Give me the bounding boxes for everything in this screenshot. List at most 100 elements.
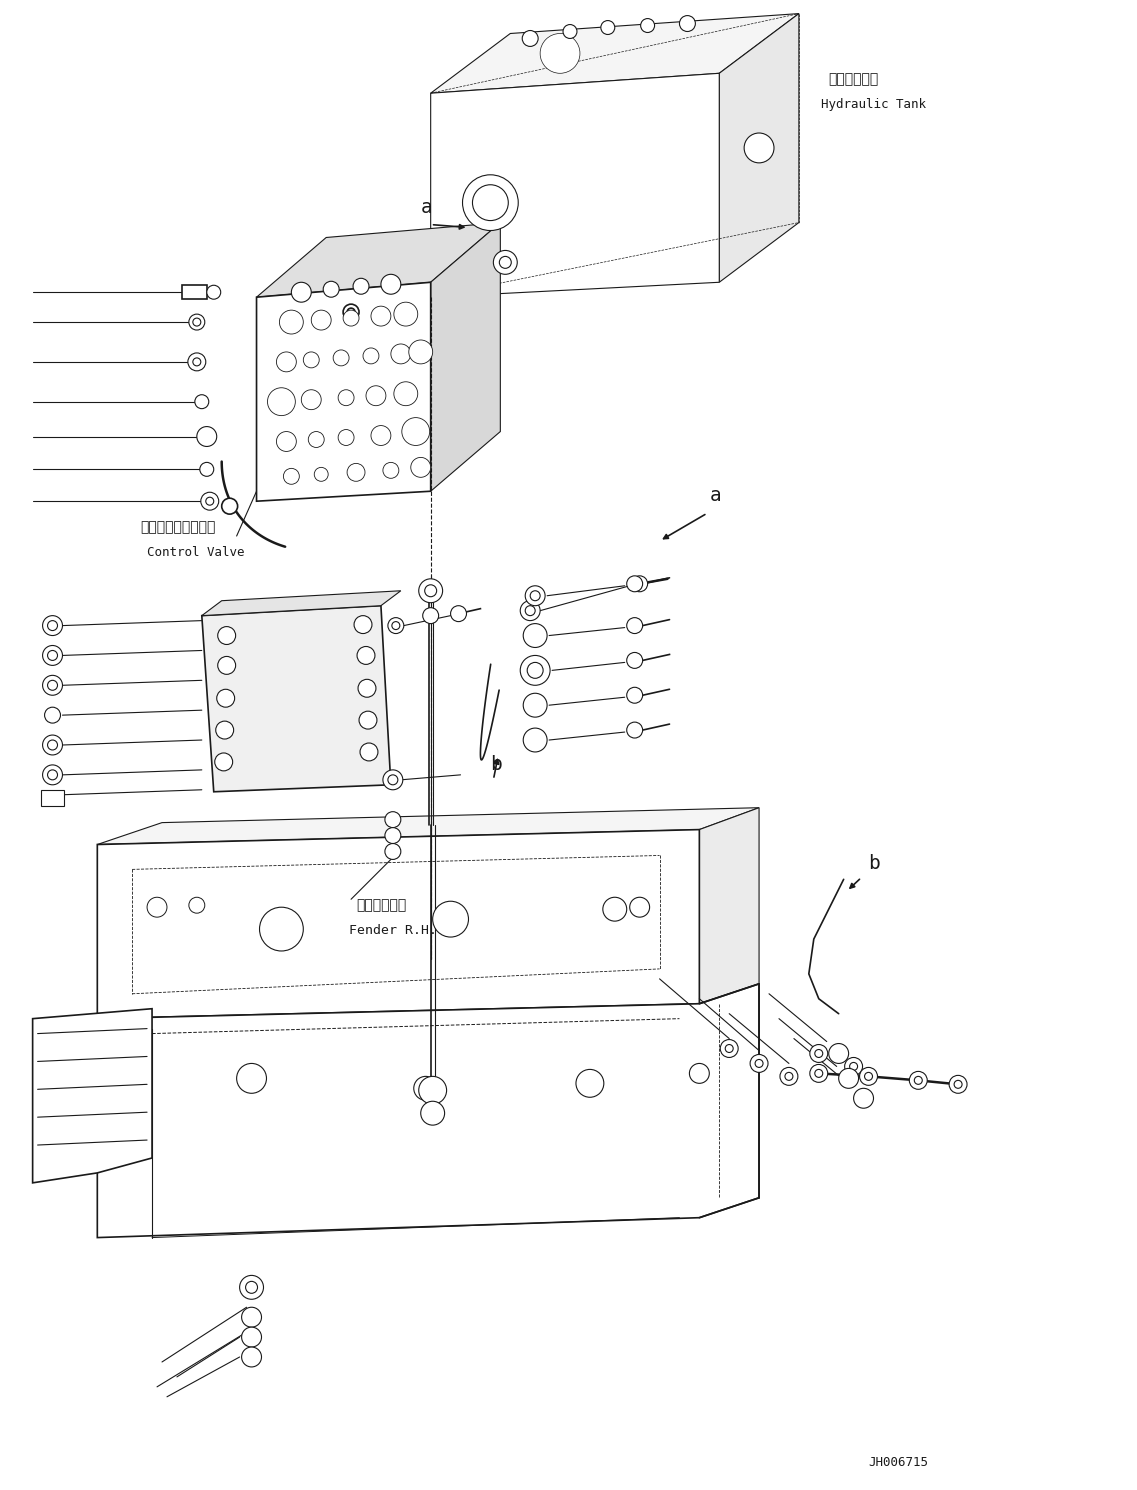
- Text: Hydraulic Tank: Hydraulic Tank: [821, 98, 926, 112]
- Circle shape: [343, 310, 359, 326]
- Circle shape: [393, 381, 417, 405]
- Circle shape: [304, 352, 319, 368]
- Circle shape: [359, 711, 377, 729]
- Circle shape: [44, 708, 60, 723]
- Circle shape: [780, 1067, 798, 1085]
- Circle shape: [600, 21, 615, 34]
- Polygon shape: [431, 13, 799, 94]
- Circle shape: [640, 18, 655, 33]
- Circle shape: [246, 1281, 257, 1293]
- Circle shape: [276, 352, 297, 372]
- Circle shape: [241, 1328, 262, 1347]
- Circle shape: [401, 417, 430, 446]
- Polygon shape: [257, 282, 431, 501]
- Polygon shape: [98, 983, 760, 1238]
- Circle shape: [603, 897, 626, 921]
- Circle shape: [414, 1076, 438, 1100]
- Circle shape: [385, 843, 401, 860]
- Circle shape: [42, 615, 63, 636]
- Circle shape: [333, 350, 349, 367]
- Circle shape: [371, 305, 391, 326]
- Circle shape: [194, 395, 209, 408]
- Circle shape: [910, 1071, 928, 1089]
- Circle shape: [388, 775, 398, 785]
- Circle shape: [217, 657, 235, 675]
- Circle shape: [839, 1068, 858, 1088]
- Circle shape: [393, 302, 417, 326]
- Circle shape: [308, 432, 324, 447]
- Circle shape: [525, 586, 545, 605]
- Circle shape: [630, 897, 649, 918]
- Circle shape: [338, 390, 354, 405]
- Circle shape: [499, 256, 512, 268]
- Circle shape: [391, 344, 410, 364]
- Circle shape: [949, 1076, 968, 1094]
- Circle shape: [217, 690, 234, 708]
- Circle shape: [720, 1040, 738, 1058]
- Circle shape: [626, 618, 642, 633]
- Circle shape: [323, 282, 339, 297]
- Text: b: b: [869, 854, 880, 873]
- Circle shape: [354, 615, 372, 633]
- Circle shape: [626, 653, 642, 669]
- Circle shape: [854, 1088, 873, 1109]
- Circle shape: [216, 721, 233, 739]
- Circle shape: [421, 1101, 445, 1125]
- Circle shape: [366, 386, 385, 405]
- Polygon shape: [431, 222, 500, 492]
- Circle shape: [48, 741, 58, 749]
- Text: JH006715: JH006715: [869, 1456, 929, 1469]
- Circle shape: [207, 285, 221, 299]
- Text: a: a: [709, 486, 721, 505]
- Text: コントロールバルブ: コントロールバルブ: [140, 520, 216, 533]
- Circle shape: [197, 426, 217, 447]
- Circle shape: [301, 390, 322, 410]
- Circle shape: [201, 492, 218, 510]
- Circle shape: [810, 1044, 828, 1062]
- Circle shape: [222, 498, 238, 514]
- Circle shape: [42, 645, 63, 666]
- Text: フェンダ　右: フェンダ 右: [356, 898, 406, 912]
- Circle shape: [276, 432, 297, 451]
- Text: Fender R.H.: Fender R.H.: [349, 924, 437, 937]
- Circle shape: [283, 468, 299, 484]
- Circle shape: [215, 752, 233, 770]
- Circle shape: [425, 584, 437, 596]
- Circle shape: [42, 735, 63, 755]
- Polygon shape: [33, 1009, 152, 1183]
- Polygon shape: [257, 222, 500, 297]
- Circle shape: [189, 897, 205, 913]
- Circle shape: [418, 578, 442, 602]
- Circle shape: [189, 314, 205, 331]
- Circle shape: [845, 1058, 863, 1076]
- Circle shape: [523, 624, 547, 648]
- Circle shape: [381, 274, 401, 294]
- Circle shape: [521, 656, 550, 685]
- Circle shape: [689, 1064, 709, 1083]
- Text: b: b: [490, 755, 503, 773]
- Polygon shape: [431, 73, 720, 297]
- Circle shape: [48, 651, 58, 660]
- Circle shape: [383, 462, 399, 478]
- Circle shape: [626, 687, 642, 703]
- Circle shape: [392, 621, 400, 630]
- Circle shape: [267, 387, 296, 416]
- Circle shape: [388, 618, 404, 633]
- Circle shape: [632, 575, 648, 592]
- Text: Control Valve: Control Valve: [147, 545, 244, 559]
- Circle shape: [240, 1275, 264, 1299]
- Circle shape: [423, 608, 439, 624]
- Polygon shape: [720, 13, 799, 282]
- Circle shape: [860, 1067, 878, 1085]
- Circle shape: [864, 1073, 872, 1080]
- Circle shape: [755, 1059, 763, 1067]
- Circle shape: [363, 349, 379, 364]
- Circle shape: [410, 457, 431, 477]
- Circle shape: [357, 647, 375, 665]
- Circle shape: [217, 627, 235, 645]
- Circle shape: [473, 185, 508, 221]
- Circle shape: [42, 675, 63, 696]
- Circle shape: [785, 1073, 792, 1080]
- Circle shape: [358, 679, 376, 697]
- Circle shape: [576, 1070, 604, 1097]
